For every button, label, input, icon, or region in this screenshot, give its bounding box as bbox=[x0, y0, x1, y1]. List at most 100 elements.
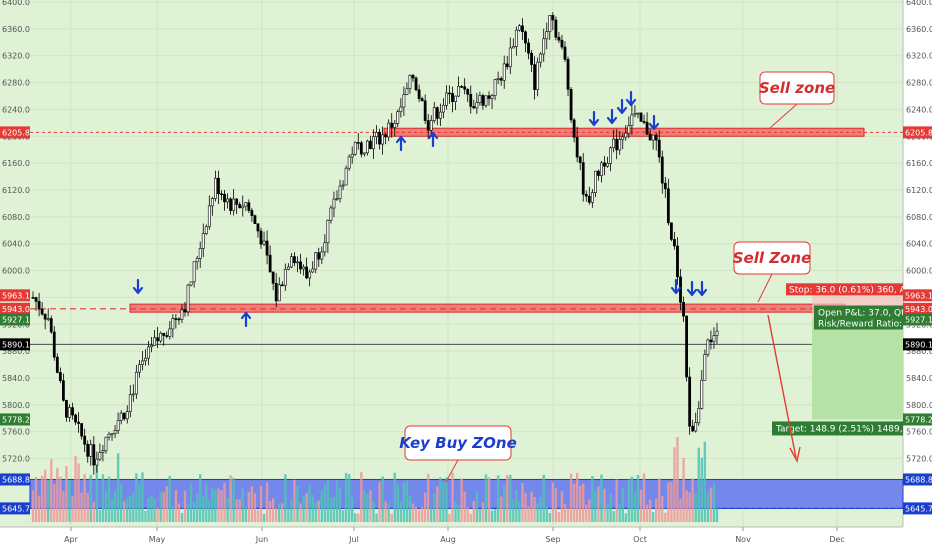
candle-body bbox=[554, 19, 558, 38]
volume-bar bbox=[685, 490, 688, 522]
candle-body bbox=[524, 31, 527, 44]
volume-bar bbox=[165, 486, 168, 522]
candle-body bbox=[426, 120, 430, 131]
volume-bar bbox=[433, 493, 436, 522]
volume-bar bbox=[454, 502, 457, 522]
volume-bar bbox=[223, 482, 226, 522]
volume-bar bbox=[235, 499, 238, 522]
bottom-axis-area bbox=[0, 527, 932, 550]
candle-body bbox=[125, 411, 129, 420]
sell-zone-upper-callout-box bbox=[759, 71, 835, 105]
volume-bar bbox=[195, 493, 199, 522]
volume-bar bbox=[186, 504, 190, 522]
candle-body bbox=[517, 25, 521, 31]
volume-bar bbox=[700, 457, 703, 522]
volume-bar bbox=[496, 475, 500, 522]
candle-body bbox=[311, 268, 315, 273]
x-tick-label: Nov bbox=[735, 535, 751, 544]
volume-bar bbox=[174, 490, 178, 522]
candle-body bbox=[168, 328, 172, 337]
y-tick-label-left: 5880.0 bbox=[2, 347, 30, 356]
volume-bar bbox=[563, 503, 567, 522]
volume-bar bbox=[95, 460, 99, 522]
candle-body bbox=[150, 345, 153, 348]
key-buy-zone-callout[interactable]: Key Buy ZOne bbox=[399, 425, 517, 483]
volume-bar bbox=[579, 485, 582, 522]
x-tick-label: Jul bbox=[348, 535, 359, 544]
candle-body bbox=[432, 107, 436, 121]
price-badge-right bbox=[903, 126, 932, 139]
candle-body bbox=[86, 443, 90, 457]
candle-body bbox=[274, 283, 278, 302]
candle-body bbox=[286, 266, 290, 270]
candle-body bbox=[490, 95, 494, 99]
candle-body bbox=[451, 93, 454, 103]
volume-bar bbox=[177, 503, 181, 522]
volume-bar bbox=[205, 483, 208, 522]
volume-bar bbox=[347, 474, 351, 522]
candle-body bbox=[43, 313, 47, 320]
candle-body bbox=[572, 119, 576, 138]
candle-body bbox=[466, 88, 470, 95]
volume-bar bbox=[375, 513, 378, 522]
volume-bar bbox=[171, 506, 175, 522]
volume-bar bbox=[238, 499, 241, 522]
candle-body bbox=[293, 256, 296, 264]
sell-zone-upper-callout-text: Sell zone bbox=[759, 79, 835, 97]
candle-body bbox=[192, 261, 196, 283]
volume-bar bbox=[575, 472, 579, 522]
candle-body bbox=[654, 134, 658, 141]
candle-body bbox=[323, 242, 327, 253]
y-tick-label-left: 6040.0 bbox=[2, 240, 30, 249]
volume-bar bbox=[168, 475, 171, 522]
arrow-down-icon bbox=[696, 280, 708, 297]
volume-bar bbox=[31, 490, 35, 522]
volume-bar bbox=[509, 474, 512, 522]
y-tick-label-left: 6320.0 bbox=[2, 52, 30, 61]
candle-body bbox=[122, 412, 126, 420]
volume-bar bbox=[664, 512, 667, 522]
volume-bar bbox=[116, 453, 120, 522]
sell-zone-upper-callout[interactable]: Sell zone bbox=[759, 71, 835, 129]
target-label-box bbox=[772, 421, 903, 436]
sell-zone-lower[interactable] bbox=[129, 303, 846, 313]
sell-zone-lower-callout[interactable]: Sell Zone bbox=[733, 241, 812, 303]
volume-bar bbox=[62, 491, 65, 522]
volume-bar bbox=[271, 498, 275, 522]
volume-bar bbox=[305, 493, 308, 522]
candle-body bbox=[359, 142, 363, 155]
volume-bar bbox=[615, 479, 618, 522]
x-tick-label: Jun bbox=[255, 535, 269, 544]
volume-bar bbox=[287, 507, 290, 522]
candle-body bbox=[484, 95, 488, 106]
volume-bar bbox=[466, 507, 469, 522]
price-badge-right bbox=[903, 338, 932, 351]
candle-body bbox=[700, 379, 704, 409]
candle-body bbox=[92, 444, 96, 466]
candle-body bbox=[365, 140, 369, 154]
candle-body bbox=[332, 198, 336, 209]
y-axis: 5720.0 5720.0 5760.0 5760.0 5800.0 5800.0 5840… bbox=[0, 0, 932, 515]
candle-body bbox=[405, 88, 409, 95]
price-badge-right-text: 5943.0 bbox=[905, 305, 932, 314]
y-tick-label-left: 6240.0 bbox=[2, 105, 30, 114]
volume-bar bbox=[59, 476, 62, 522]
candle-body bbox=[223, 193, 226, 203]
candle-body bbox=[505, 63, 509, 68]
candle-body bbox=[52, 331, 56, 358]
volume-bar bbox=[141, 472, 144, 522]
volume-bar bbox=[606, 503, 609, 522]
candle-body bbox=[642, 121, 646, 123]
price-badge-right-text: 5645.7 bbox=[905, 504, 932, 513]
volume-bar bbox=[417, 509, 421, 522]
candle-body bbox=[487, 95, 491, 99]
candles bbox=[31, 12, 719, 475]
volume-bar bbox=[673, 447, 676, 522]
candle-body bbox=[283, 268, 287, 286]
volume-bar bbox=[536, 503, 539, 522]
volume-bar bbox=[627, 479, 631, 522]
volume-bar bbox=[457, 505, 460, 522]
candle-body bbox=[530, 52, 533, 65]
